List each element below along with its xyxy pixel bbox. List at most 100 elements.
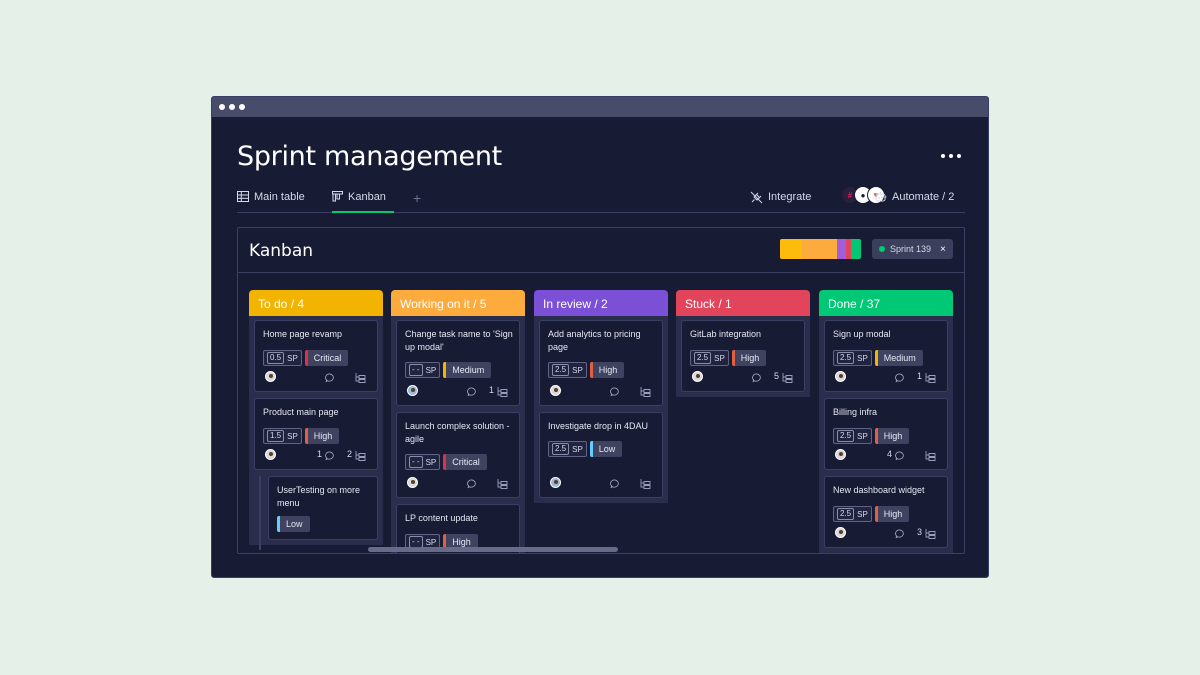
task-card[interactable]: Add analytics to pricing page 2.5 SP High bbox=[539, 320, 663, 406]
story-points[interactable]: 2.5 SP bbox=[548, 362, 587, 378]
column-body: Sign up modal 2.5 SP Medium 1 Billing infra 2.… bbox=[819, 316, 953, 553]
assignee-avatar[interactable] bbox=[835, 371, 846, 382]
tab-kanban[interactable]: Kanban bbox=[332, 191, 394, 213]
column-header[interactable]: Working on it / 5 bbox=[391, 290, 525, 316]
story-points-value: 2.5 bbox=[552, 443, 570, 455]
comment-icon[interactable] bbox=[610, 476, 620, 494]
automate-button[interactable]: Automate / 2 bbox=[874, 191, 954, 203]
card-footer: 3 bbox=[833, 526, 939, 540]
card-title: Home page revamp bbox=[263, 329, 343, 339]
priority-badge[interactable]: Critical bbox=[443, 454, 487, 470]
subitems-icon[interactable] bbox=[640, 476, 651, 494]
priority-badge[interactable]: High bbox=[731, 350, 767, 366]
priority-badge[interactable]: High bbox=[874, 506, 910, 522]
card-tags: 2.5 SP High bbox=[833, 506, 947, 522]
subitems-count: 1 bbox=[489, 385, 495, 395]
story-points[interactable]: 2.5 SP bbox=[690, 350, 729, 366]
task-card[interactable]: New dashboard widget 2.5 SP High 3 bbox=[824, 476, 948, 548]
story-points[interactable]: 2.5 SP bbox=[548, 441, 587, 457]
add-view-button[interactable]: + bbox=[413, 190, 422, 206]
task-card[interactable]: Product main page 1.5 SP High 1 2 bbox=[254, 398, 378, 470]
assignee-avatar[interactable] bbox=[407, 385, 418, 396]
task-card[interactable]: Billing infra 2.5 SP High 4 bbox=[824, 398, 948, 470]
column-header[interactable]: Stuck / 1 bbox=[676, 290, 810, 316]
column-body: Add analytics to pricing page 2.5 SP High In… bbox=[534, 316, 668, 503]
priority-badge[interactable]: Medium bbox=[874, 350, 923, 366]
subitems-icon[interactable] bbox=[355, 370, 366, 388]
task-card[interactable]: Investigate drop in 4DAU 2.5 SP Low bbox=[539, 412, 663, 498]
task-card[interactable]: Change task name to 'Sign up modal' - - SP… bbox=[396, 320, 520, 406]
subitems-count: 3 bbox=[917, 527, 923, 537]
card-footer bbox=[405, 476, 511, 490]
column-header[interactable]: Done / 37 bbox=[819, 290, 953, 316]
card-footer: 1 bbox=[833, 370, 939, 384]
task-card[interactable]: Sign up modal 2.5 SP Medium 1 bbox=[824, 320, 948, 392]
story-points[interactable]: - - SP bbox=[405, 454, 441, 470]
assignee-avatar[interactable] bbox=[692, 371, 703, 382]
subitems-icon[interactable] bbox=[640, 384, 651, 402]
window-chrome bbox=[212, 97, 988, 117]
assignee-avatar[interactable] bbox=[835, 527, 846, 538]
subitems-icon[interactable] bbox=[925, 448, 936, 466]
status-bar-segment bbox=[801, 239, 838, 259]
comment-icon[interactable] bbox=[467, 384, 477, 402]
integrate-button[interactable]: Integrate bbox=[750, 191, 811, 204]
story-points[interactable]: 2.5 SP bbox=[833, 350, 872, 366]
priority-badge[interactable]: High bbox=[443, 534, 478, 550]
priority-badge[interactable]: Low bbox=[277, 516, 310, 532]
subitem-card[interactable]: UserTesting on more menu Low bbox=[268, 476, 378, 540]
assignee-avatar[interactable] bbox=[835, 449, 846, 460]
card-tags: 2.5 SP Low bbox=[548, 441, 662, 457]
subitem-group: UserTesting on more menu Low bbox=[254, 476, 378, 550]
priority-badge[interactable]: Low bbox=[589, 441, 623, 457]
task-card[interactable]: GitLab integration 2.5 SP High 5 bbox=[681, 320, 805, 392]
assignee-avatar[interactable] bbox=[265, 449, 276, 460]
close-icon[interactable]: × bbox=[940, 243, 946, 255]
task-card[interactable]: Launch complex solution - agile - - SP Crit… bbox=[396, 412, 520, 498]
comment-icon[interactable] bbox=[325, 448, 335, 466]
comment-icon[interactable] bbox=[895, 370, 905, 388]
story-points-unit: SP bbox=[857, 431, 868, 441]
assignee-avatar[interactable] bbox=[550, 477, 561, 488]
subitems-icon[interactable] bbox=[925, 370, 936, 388]
subitems-icon[interactable] bbox=[355, 448, 366, 466]
priority-badge[interactable]: Critical bbox=[304, 350, 349, 366]
story-points-unit: SP bbox=[287, 353, 298, 363]
assignee-avatar[interactable] bbox=[550, 385, 561, 396]
priority-badge[interactable]: Medium bbox=[443, 362, 492, 378]
priority-badge[interactable]: High bbox=[304, 428, 340, 444]
story-points[interactable]: - - SP bbox=[405, 362, 441, 378]
story-points[interactable]: 2.5 SP bbox=[833, 506, 872, 522]
subitems-icon[interactable] bbox=[497, 476, 508, 494]
kanban-column: Working on it / 5 Change task name to 'Si… bbox=[391, 290, 525, 553]
window-dot bbox=[229, 104, 235, 110]
comment-icon[interactable] bbox=[610, 384, 620, 402]
comment-icon[interactable] bbox=[895, 448, 905, 466]
story-points[interactable]: 0.5 SP bbox=[263, 350, 302, 366]
subitems-icon[interactable] bbox=[925, 526, 936, 544]
status-summary-bar[interactable] bbox=[780, 239, 861, 259]
tab-main-table[interactable]: Main table bbox=[237, 191, 305, 213]
priority-badge[interactable]: High bbox=[589, 362, 625, 378]
card-title: LP content update bbox=[405, 513, 478, 523]
priority-badge[interactable]: High bbox=[874, 428, 910, 444]
more-options-button[interactable] bbox=[941, 154, 961, 158]
subitems-icon[interactable] bbox=[782, 370, 793, 388]
comment-icon[interactable] bbox=[467, 476, 477, 494]
task-card[interactable]: Home page revamp 0.5 SP Critical bbox=[254, 320, 378, 392]
sprint-filter-chip[interactable]: Sprint 139 × bbox=[872, 239, 953, 259]
robot-icon bbox=[874, 192, 887, 202]
horizontal-scrollbar[interactable] bbox=[368, 547, 618, 552]
subitems-icon[interactable] bbox=[497, 384, 508, 402]
assignee-avatar[interactable] bbox=[265, 371, 276, 382]
story-points-unit: SP bbox=[572, 365, 583, 375]
comment-icon[interactable] bbox=[752, 370, 762, 388]
comment-icon[interactable] bbox=[895, 526, 905, 544]
comment-icon[interactable] bbox=[325, 370, 335, 388]
story-points[interactable]: 2.5 SP bbox=[833, 428, 872, 444]
column-header[interactable]: To do / 4 bbox=[249, 290, 383, 316]
column-header[interactable]: In review / 2 bbox=[534, 290, 668, 316]
card-tags: 2.5 SP Medium bbox=[833, 350, 947, 366]
story-points[interactable]: 1.5 SP bbox=[263, 428, 302, 444]
assignee-avatar[interactable] bbox=[407, 477, 418, 488]
